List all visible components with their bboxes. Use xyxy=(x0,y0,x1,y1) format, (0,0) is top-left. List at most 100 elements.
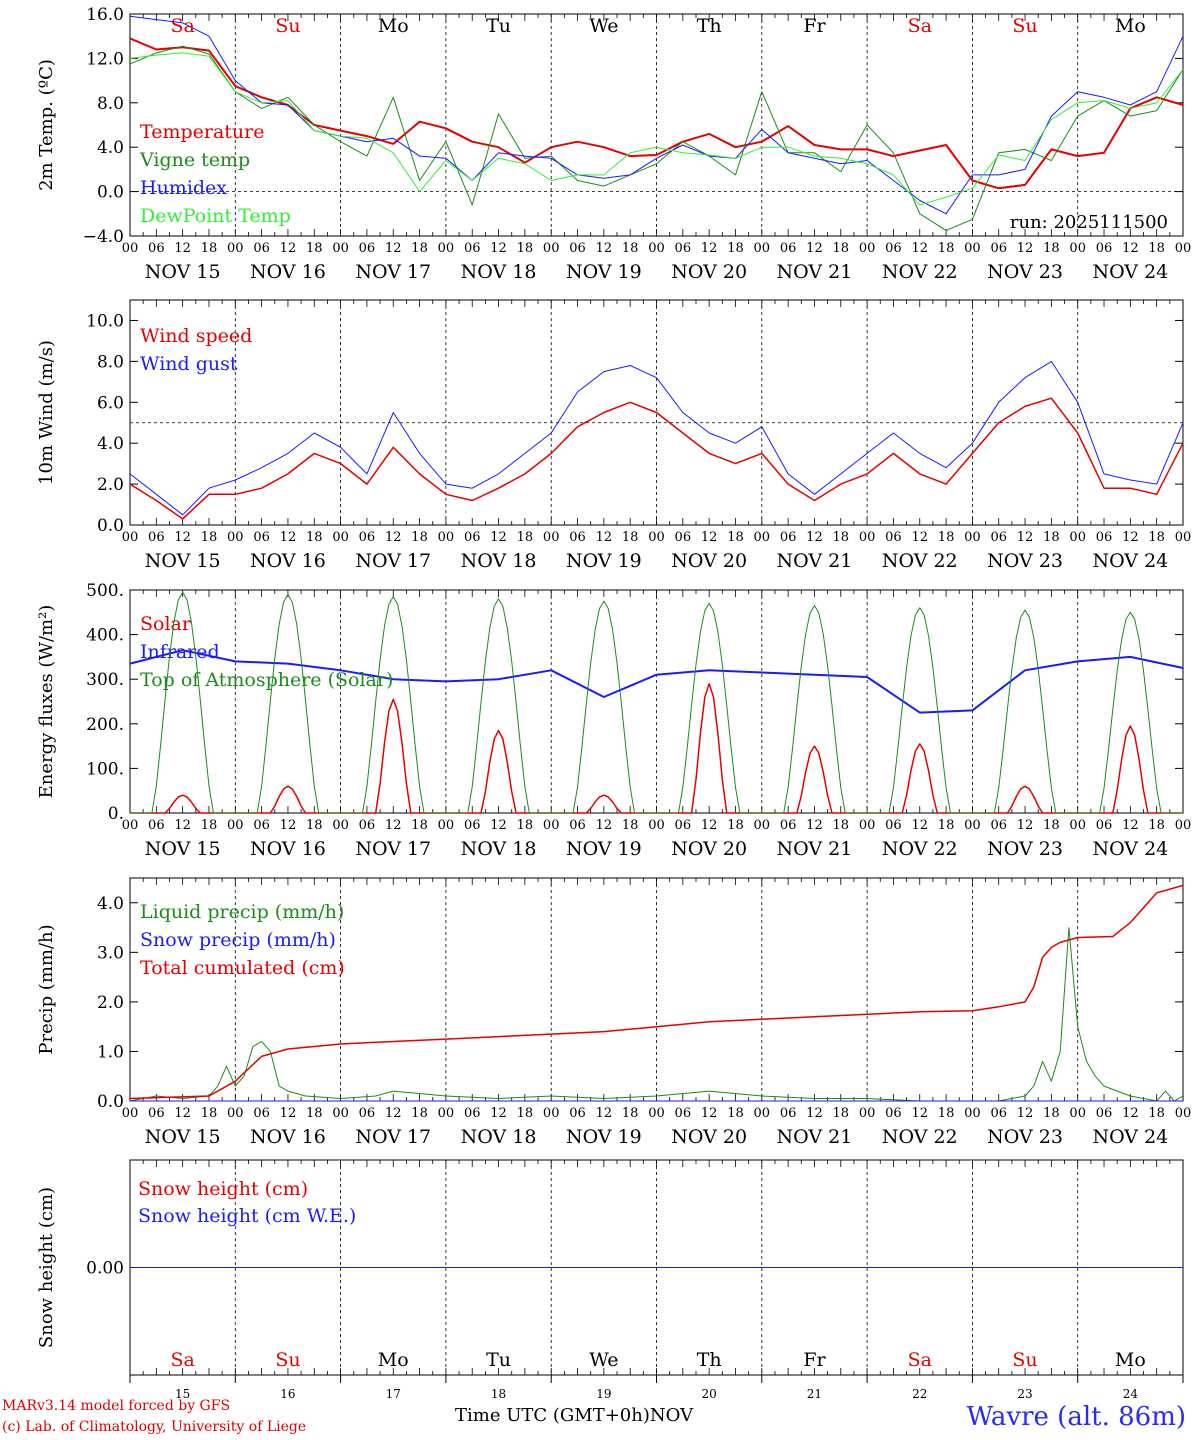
x-hour-label: 12 xyxy=(701,530,718,545)
x-date-label: NOV 15 xyxy=(145,261,221,283)
legend-entry: Infrared xyxy=(140,641,220,663)
x-hour-label: 12 xyxy=(280,1106,297,1121)
x-hour-label: 12 xyxy=(1122,818,1139,833)
x-hour-label: 12 xyxy=(806,530,823,545)
series-line-temperature-3 xyxy=(129,52,1184,206)
x-hour-label: 06 xyxy=(780,1106,797,1121)
day-number-label: 18 xyxy=(491,1387,506,1401)
x-hour-label: 12 xyxy=(596,241,613,256)
x-hour-label: 00 xyxy=(1175,241,1192,256)
legend-entry: Wind gust xyxy=(140,353,238,375)
series-line-precip-2 xyxy=(129,884,1184,1100)
x-hour-label: 00 xyxy=(438,530,455,545)
y-tick-label: 2.0 xyxy=(97,475,124,495)
x-date-label: NOV 17 xyxy=(355,261,431,283)
x-hour-label: 12 xyxy=(701,241,718,256)
x-hour-label: 12 xyxy=(385,818,402,833)
day-number-label: 20 xyxy=(702,1387,717,1401)
x-hour-label: 12 xyxy=(1122,1106,1139,1121)
x-hour-label: 18 xyxy=(938,241,955,256)
y-tick-label: 100. xyxy=(86,759,124,779)
x-hour-label: 06 xyxy=(885,530,902,545)
y-tick-label: 0.0 xyxy=(97,516,124,536)
x-hour-label: 00 xyxy=(227,818,244,833)
x-hour-label: 18 xyxy=(411,530,428,545)
x-hour-label: 06 xyxy=(359,1106,376,1121)
x-date-label: NOV 20 xyxy=(671,261,747,283)
x-date-label: NOV 15 xyxy=(145,1126,221,1148)
day-name-label: Su xyxy=(275,1349,300,1371)
x-hour-label: 06 xyxy=(464,530,481,545)
x-hour-label: 06 xyxy=(675,1106,692,1121)
legend-entry: Snow height (cm) xyxy=(138,1178,308,1200)
x-hour-label: 12 xyxy=(911,530,928,545)
y-tick-label: 8.0 xyxy=(97,352,124,372)
x-hour-label: 18 xyxy=(201,241,218,256)
x-hour-label: 12 xyxy=(911,1106,928,1121)
y-tick-label: 0.00 xyxy=(86,1259,124,1279)
x-hour-label: 12 xyxy=(385,1106,402,1121)
day-number-label: 21 xyxy=(807,1387,822,1401)
x-hour-label: 12 xyxy=(1017,241,1034,256)
day-number-label: 22 xyxy=(912,1387,927,1401)
day-number-label: 23 xyxy=(1017,1387,1032,1401)
x-hour-label: 18 xyxy=(1148,818,1165,833)
x-hour-label: 00 xyxy=(227,530,244,545)
legend-entry: Snow precip (mm/h) xyxy=(140,929,336,951)
day-name-label: Th xyxy=(697,15,722,37)
legend-entry: Top of Atmosphere (Solar) xyxy=(140,669,393,691)
x-hour-label: 18 xyxy=(411,1106,428,1121)
x-hour-label: 12 xyxy=(1122,241,1139,256)
x-hour-label: 12 xyxy=(806,241,823,256)
day-name-label: We xyxy=(589,15,618,37)
x-hour-label: 12 xyxy=(1017,530,1034,545)
day-name-label: Fr xyxy=(803,1349,826,1371)
x-hour-label: 00 xyxy=(859,818,876,833)
day-number-label: 15 xyxy=(175,1387,190,1401)
x-hour-label: 00 xyxy=(1069,818,1086,833)
plot-frame xyxy=(129,589,1184,814)
chart-panel-wind: 0.0 2.0 4.0 6.0 8.0 10.0 10m Wind (m/s) Wind sp… xyxy=(36,299,1191,572)
x-date-label: NOV 20 xyxy=(671,1126,747,1148)
x-hour-label: 00 xyxy=(754,530,771,545)
x-hour-label: 06 xyxy=(885,1106,902,1121)
x-hour-label: 00 xyxy=(1069,241,1086,256)
x-hour-label: 18 xyxy=(201,818,218,833)
x-hour-label: 00 xyxy=(648,1106,665,1121)
day-name-label: Th xyxy=(697,1349,722,1371)
x-hour-label: 06 xyxy=(148,1106,165,1121)
x-hour-label: 00 xyxy=(859,241,876,256)
x-hour-label: 12 xyxy=(490,241,507,256)
x-hour-label: 18 xyxy=(938,818,955,833)
day-name-label: Sa xyxy=(170,15,194,37)
x-hour-label: 06 xyxy=(675,818,692,833)
series-line-temperature-0 xyxy=(129,37,1184,190)
legend-entry: Total cumulated (cm) xyxy=(140,957,345,979)
x-hour-label: 00 xyxy=(543,1106,560,1121)
x-hour-label: 00 xyxy=(332,818,349,833)
x-hour-label: 06 xyxy=(464,818,481,833)
day-name-label: Su xyxy=(1012,1349,1037,1371)
x-hour-label: 18 xyxy=(517,530,534,545)
x-hour-label: 00 xyxy=(754,241,771,256)
x-date-label: NOV 17 xyxy=(355,1126,431,1148)
legend-entry: Vigne temp xyxy=(139,149,250,171)
x-hour-label: 00 xyxy=(964,1106,981,1121)
y-tick-label: 1.0 xyxy=(97,1042,124,1062)
x-hour-label: 00 xyxy=(332,241,349,256)
x-hour-label: 12 xyxy=(490,818,507,833)
x-hour-label: 18 xyxy=(622,1106,639,1121)
x-hour-label: 18 xyxy=(938,1106,955,1121)
x-hour-label: 00 xyxy=(964,530,981,545)
station-label: Wavre (alt. 86m) xyxy=(966,1402,1186,1432)
x-hour-label: 00 xyxy=(543,530,560,545)
x-date-label: NOV 21 xyxy=(777,261,853,283)
x-hour-label: 06 xyxy=(780,818,797,833)
x-date-label: NOV 19 xyxy=(566,1126,642,1148)
x-hour-label: 12 xyxy=(596,530,613,545)
x-hour-label: 06 xyxy=(148,818,165,833)
x-hour-label: 18 xyxy=(306,1106,323,1121)
x-hour-label: 18 xyxy=(833,241,850,256)
x-hour-label: 00 xyxy=(964,241,981,256)
